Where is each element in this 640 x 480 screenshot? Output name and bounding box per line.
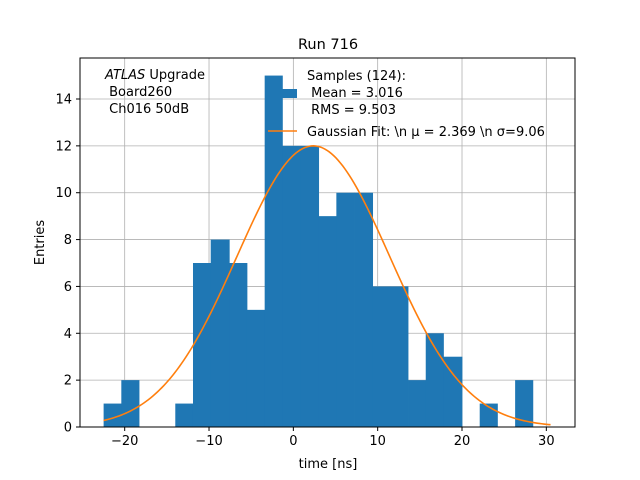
- histogram-bar: [210, 239, 230, 427]
- axis-ticks: −20 −10 0 10 20 30 0 2 4 6 8 10 12 14: [55, 93, 554, 450]
- histogram-bar: [282, 145, 302, 427]
- y-tick-label: 8: [64, 233, 72, 248]
- y-tick-label: 14: [55, 93, 72, 108]
- y-tick-label: 10: [55, 186, 72, 201]
- x-tick-label: 20: [454, 434, 471, 449]
- chart-title: Run 716: [298, 37, 358, 53]
- histogram-bar: [175, 403, 194, 427]
- y-tick-label: 0: [64, 421, 72, 436]
- legend-samples-line-1: Samples (124):: [307, 69, 406, 84]
- atlas-annotation: ATLAS Upgrade Board260 Ch016 50dB: [104, 68, 205, 117]
- histogram-bar: [318, 216, 337, 427]
- legend: Samples (124): Mean = 3.016 RMS = 9.503 …: [268, 69, 545, 140]
- histogram-bar: [390, 286, 409, 427]
- x-tick-label: 0: [289, 434, 297, 449]
- histogram-bar: [246, 309, 266, 427]
- annotation-line-1: ATLAS Upgrade: [104, 68, 205, 83]
- y-tick-label: 12: [55, 139, 72, 154]
- histogram-bar: [103, 403, 122, 427]
- annotation-line-2: Board260: [105, 85, 172, 100]
- histogram-bars: [103, 75, 534, 428]
- plot-frame: [79, 57, 576, 428]
- legend-samples-swatch: [268, 89, 297, 98]
- annotation-line-3: Ch016 50dB: [105, 102, 189, 117]
- annotation-upgrade: Upgrade: [145, 68, 205, 83]
- histogram-bar: [425, 333, 444, 427]
- x-tick-label: 10: [369, 434, 386, 449]
- x-tick-label: 30: [538, 434, 555, 449]
- histogram-bar: [300, 145, 320, 427]
- legend-fit-label: Gaussian Fit: \n μ = 2.369 \n σ=9.06: [307, 125, 545, 140]
- histogram-bar: [264, 75, 283, 428]
- histogram-bar: [336, 192, 355, 427]
- histogram-bar: [192, 263, 212, 427]
- legend-samples-line-3: RMS = 9.503: [307, 103, 396, 118]
- y-axis-label: Entries: [33, 220, 48, 266]
- x-tick-label: −10: [195, 434, 222, 449]
- x-tick-label: −20: [111, 434, 138, 449]
- histogram-bar: [121, 380, 140, 427]
- histogram-bar: [229, 263, 248, 427]
- gaussian-fit-curve: [103, 145, 551, 426]
- legend-samples-line-2: Mean = 3.016: [307, 86, 403, 101]
- y-tick-label: 6: [64, 280, 72, 295]
- histogram-bar: [354, 192, 374, 427]
- y-tick-label: 2: [64, 374, 72, 389]
- histogram-bar: [408, 380, 427, 427]
- annotation-atlas: ATLAS: [104, 68, 145, 83]
- y-tick-label: 4: [64, 327, 72, 342]
- histogram-bar: [372, 286, 391, 427]
- histogram-bar: [515, 380, 534, 427]
- histogram-bar: [443, 356, 463, 427]
- x-axis-label: time [ns]: [299, 457, 358, 472]
